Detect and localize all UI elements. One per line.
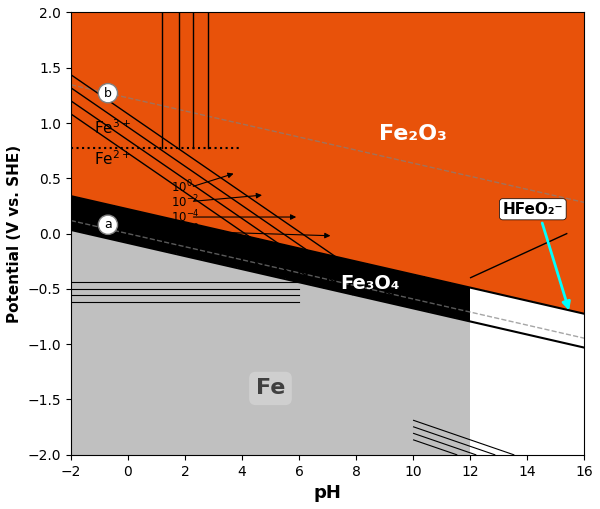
Text: Fe: Fe [256, 378, 285, 399]
Text: Fe$^{3+}$: Fe$^{3+}$ [94, 119, 131, 137]
Text: b: b [104, 87, 112, 100]
Text: Fe$^{2+}$: Fe$^{2+}$ [94, 149, 131, 168]
Text: 10$^{0}$: 10$^{0}$ [170, 179, 193, 195]
Y-axis label: Potential (V vs. SHE): Potential (V vs. SHE) [7, 145, 22, 323]
Text: a: a [104, 218, 112, 231]
Text: Fe₂O₃: Fe₂O₃ [379, 124, 447, 144]
Text: 10$^{-6}$: 10$^{-6}$ [170, 223, 199, 240]
X-axis label: pH: pH [314, 484, 341, 502]
Text: HFeO₂⁻: HFeO₂⁻ [503, 202, 563, 217]
Text: 10$^{-2}$: 10$^{-2}$ [170, 193, 199, 210]
Text: 10$^{-4}$: 10$^{-4}$ [170, 209, 199, 225]
Text: Fe₃O₄: Fe₃O₄ [341, 274, 400, 293]
